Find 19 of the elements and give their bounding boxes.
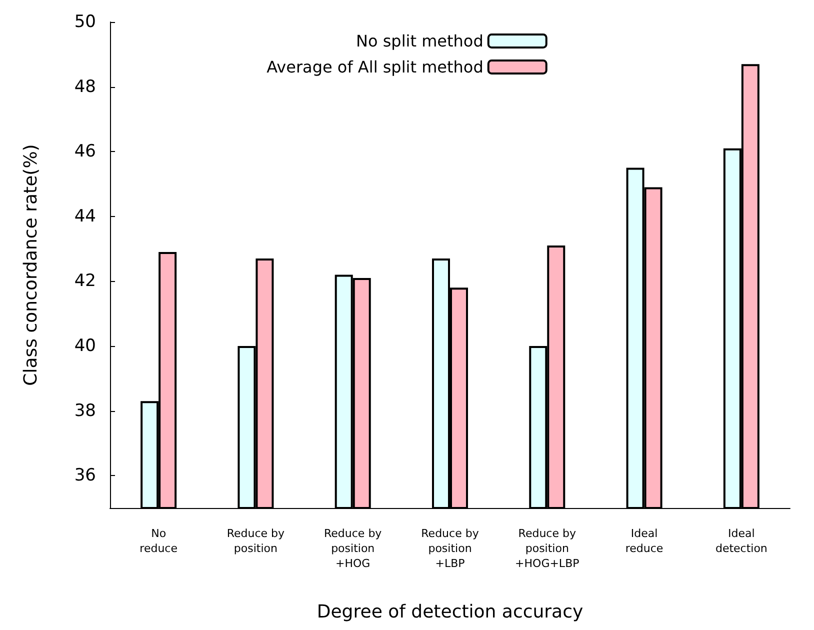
legend-label: No split method xyxy=(356,32,484,50)
x-tick-label: No reduce xyxy=(140,527,178,555)
y-tick-label: 40 xyxy=(74,336,96,356)
legend-label: Average of All split method xyxy=(266,58,484,76)
y-axis-title: Class concordance rate(%) xyxy=(20,144,42,386)
y-tick-label: 46 xyxy=(74,142,96,162)
x-tick-label: Ideal detection xyxy=(715,527,768,555)
y-tick-label: 36 xyxy=(74,466,96,486)
y-tick-label: 50 xyxy=(74,12,96,32)
y-tick-label: 42 xyxy=(74,271,96,292)
x-tick-label: Reduce by position +HOG xyxy=(324,527,382,570)
x-tick-label: Reduce by position xyxy=(226,527,286,555)
y-tick-label: 38 xyxy=(74,400,96,421)
x-axis-title: Degree of detection accuracy xyxy=(316,602,584,622)
y-tick-label: 48 xyxy=(74,76,96,97)
x-tick-label: Reduce by position +HOG+LBP xyxy=(515,527,580,570)
y-tick-label: 44 xyxy=(74,206,96,226)
x-tick-label: Ideal reduce xyxy=(625,527,664,555)
x-tick-label: Reduce by position +LBP xyxy=(421,527,480,570)
